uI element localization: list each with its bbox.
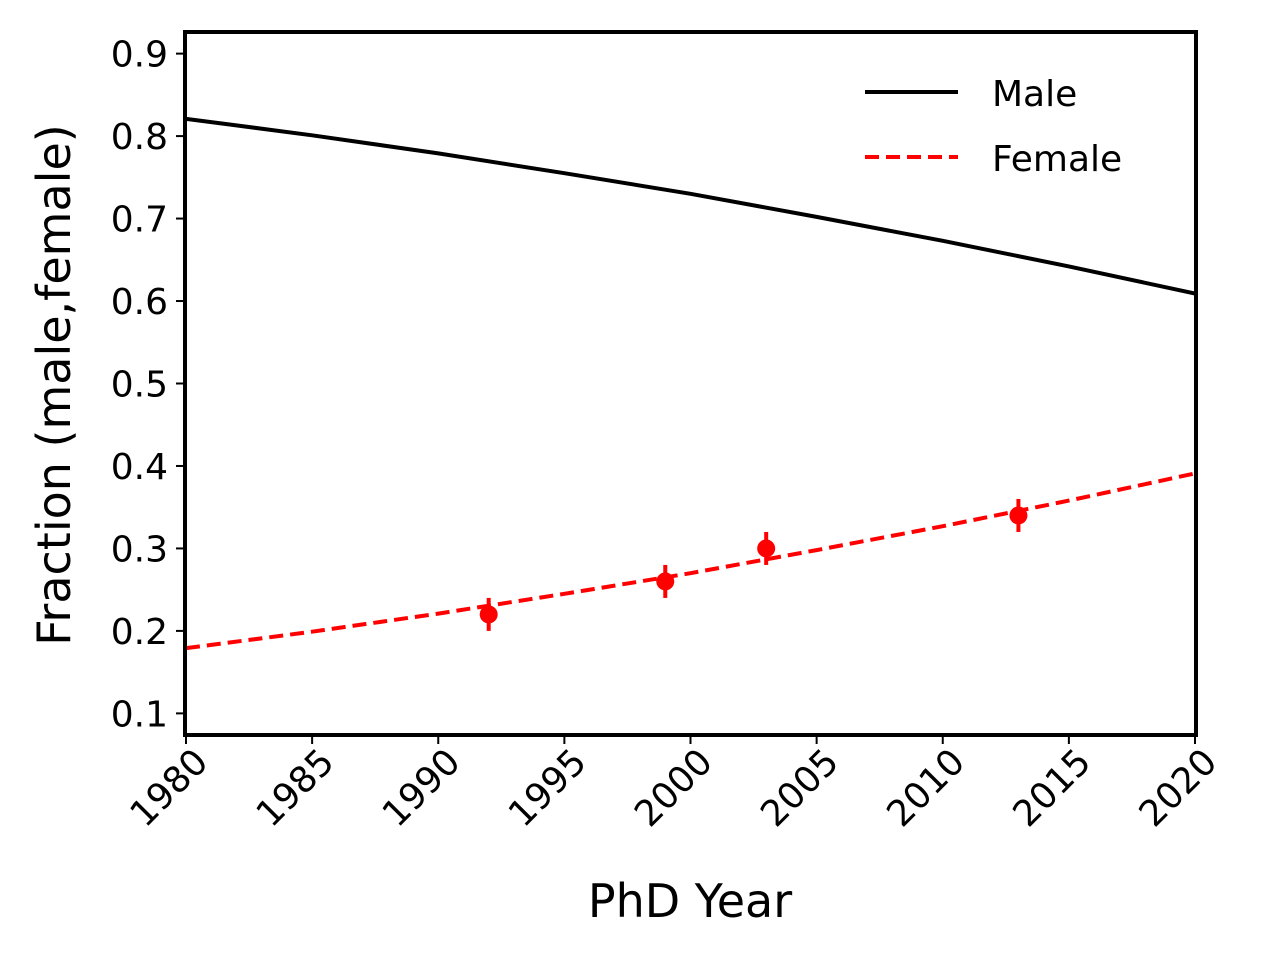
- y-tick-label: 0.6: [111, 282, 168, 323]
- y-axis-ticks: 0.1 0.2 0.3 0.4 0.5 0.6 0.7 0.8 0.9: [111, 35, 185, 735]
- data-point: [479, 597, 498, 631]
- data-point-marker: [1009, 506, 1028, 525]
- x-tick-label: 1980: [123, 741, 217, 835]
- data-point-marker: [757, 539, 776, 558]
- x-axis-ticks: 1980 1985 1990 1995 2000 2005 2010 2015 2020: [123, 735, 1226, 835]
- x-tick-label: 2005: [753, 741, 847, 835]
- data-point: [1009, 498, 1028, 532]
- x-tick-label: 2010: [879, 741, 973, 835]
- plot-area: [183, 30, 1198, 737]
- x-tick-label: 2015: [1005, 741, 1099, 835]
- y-tick-label: 0.8: [111, 117, 168, 158]
- x-tick-label: 1995: [501, 741, 595, 835]
- data-point: [656, 564, 675, 598]
- data-point-marker: [656, 572, 675, 591]
- y-tick-label: 0.3: [111, 529, 168, 570]
- legend-label-male: Male: [992, 74, 1077, 115]
- legend-label-female: Female: [992, 139, 1122, 180]
- series-layer: [186, 116, 1195, 651]
- y-tick-label: 0.5: [111, 365, 168, 406]
- data-point-marker: [479, 605, 498, 624]
- y-tick-label: 0.7: [111, 200, 168, 241]
- series-line-female: [186, 471, 1195, 651]
- x-tick-label: 1985: [249, 741, 343, 835]
- y-tick-label: 0.4: [111, 447, 168, 488]
- x-axis-title: PhD Year: [588, 874, 792, 928]
- legend: Male Female: [865, 74, 1122, 180]
- x-tick-label: 1990: [375, 741, 469, 835]
- y-tick-label: 0.2: [111, 612, 168, 653]
- data-point: [757, 531, 776, 565]
- y-axis-title: Fraction (male,female): [27, 124, 81, 645]
- series-line-male: [186, 116, 1195, 296]
- observation-points: [479, 498, 1028, 631]
- y-tick-label: 0.9: [111, 35, 168, 76]
- y-tick-label: 0.1: [111, 694, 168, 735]
- x-tick-label: 2020: [1132, 741, 1226, 835]
- x-tick-label: 2000: [627, 741, 721, 835]
